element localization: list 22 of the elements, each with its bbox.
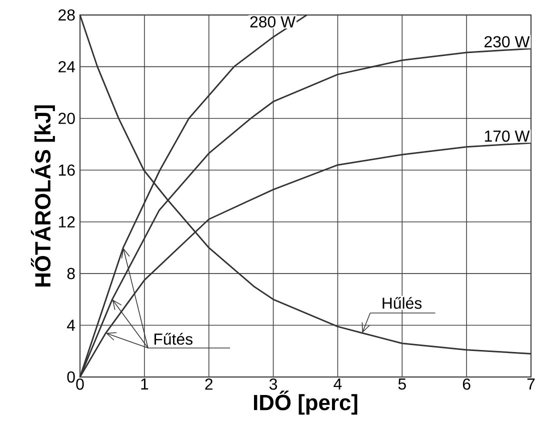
annotation: Hűlés [382,296,422,309]
x-tick-label: 1 [141,378,148,390]
x-tick-label: 3 [269,378,278,390]
x-tick-label: 5 [398,378,406,390]
series-label: 170 W [484,130,530,142]
y-tick-label: 4 [66,320,76,331]
y-axis-title: HŐTÁROLÁS [kJ] [30,105,55,286]
x-axis-title: IDŐ [perc] [254,390,358,415]
x-tick-label: 0 [76,378,84,390]
y-tick-label: 28 [58,9,75,21]
series-label: 230 W [484,36,530,48]
y-tick-label: 16 [58,164,75,176]
x-tick-label: 6 [462,378,470,390]
y-tick-label: 24 [58,61,76,72]
x-tick-label: 4 [334,378,342,390]
x-tick-label: 7 [527,378,535,390]
annotation: Fűtés [154,332,192,345]
series-label: 280 W [250,16,296,28]
x-tick-label: 2 [205,378,212,390]
y-tick-label: 8 [67,268,75,280]
y-tick-label: 12 [58,216,75,228]
y-tick-label: 20 [58,112,75,124]
